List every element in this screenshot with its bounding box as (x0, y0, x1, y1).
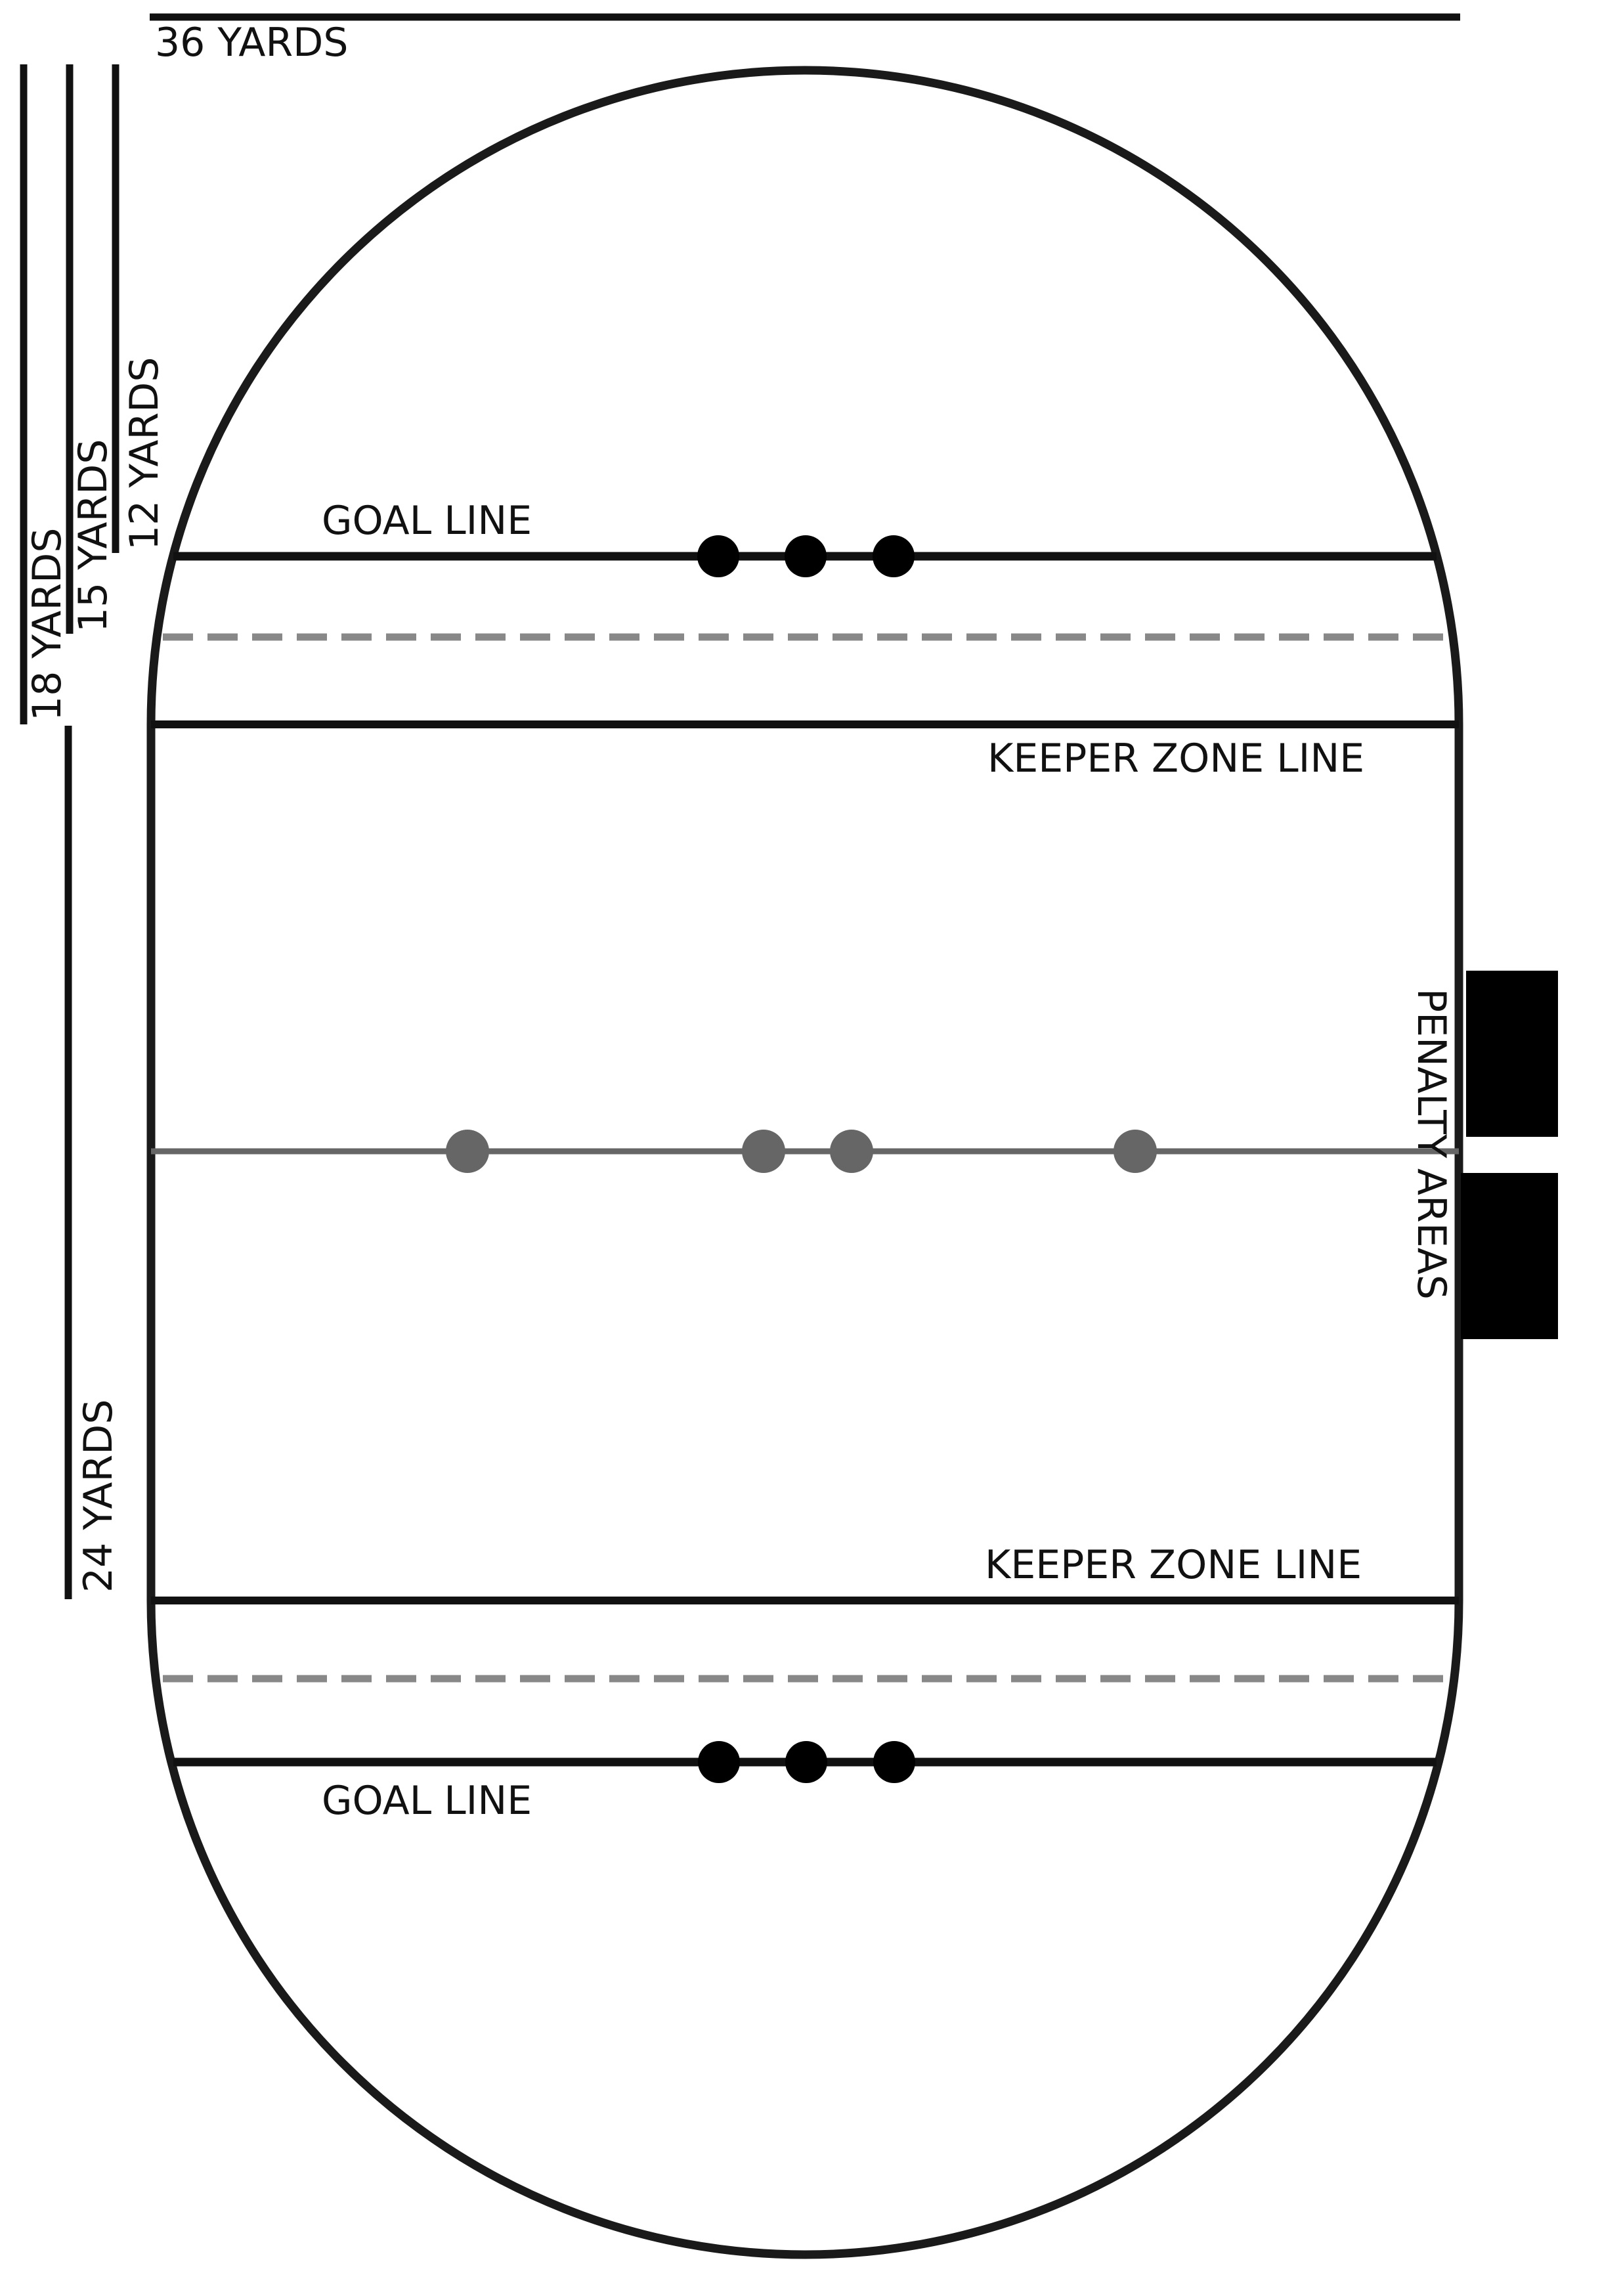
dimension-label-18: 18 YARDS (24, 528, 70, 721)
hoop-marker (785, 1741, 827, 1783)
hoop-marker (697, 535, 739, 577)
pitch-boundary (146, 66, 1463, 2259)
midfield-marker (830, 1130, 873, 1173)
penalty-box-lower (1461, 1173, 1558, 1339)
areas-label: AREAS (1408, 1168, 1454, 1300)
hoop-marker (873, 1741, 915, 1783)
hoop-marker (698, 1741, 740, 1783)
width-dimension-label: 36 YARDS (155, 20, 348, 66)
penalty-label: PENALTY (1408, 988, 1454, 1159)
dimension-label-12: 12 YARDS (121, 357, 167, 550)
goal-line-label-bottom: GOAL LINE (322, 1778, 532, 1824)
penalty-box-upper (1466, 971, 1558, 1137)
midfield-marker (446, 1130, 489, 1173)
hoop-marker (873, 535, 915, 577)
keeper-zone-label-top: KEEPER ZONE LINE (987, 736, 1364, 782)
midfield-marker (742, 1130, 785, 1173)
keeper-zone-label-bottom: KEEPER ZONE LINE (985, 1542, 1362, 1588)
dimension-label-15: 15 YARDS (70, 439, 116, 632)
midfield-marker (1114, 1130, 1157, 1173)
dimension-label-24: 24 YARDS (76, 1400, 121, 1593)
goal-line-label-top: GOAL LINE (322, 498, 532, 544)
hoop-marker (785, 535, 827, 577)
